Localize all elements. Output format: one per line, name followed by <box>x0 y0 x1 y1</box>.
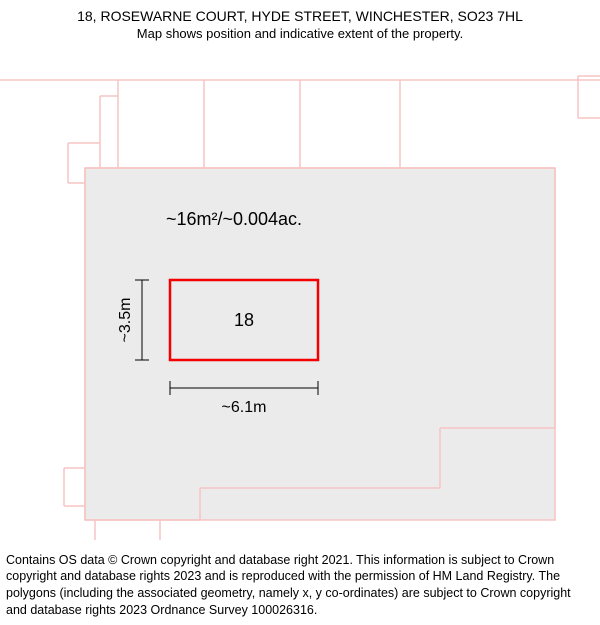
page-title: 18, ROSEWARNE COURT, HYDE STREET, WINCHE… <box>0 8 600 24</box>
parcel-map-svg: 18 ~16m²/~0.004ac. ~6.1m ~3.5m <box>0 48 600 540</box>
height-dimension-label: ~3.5m <box>117 298 134 343</box>
parcel-number-label: 18 <box>234 310 254 330</box>
header: 18, ROSEWARNE COURT, HYDE STREET, WINCHE… <box>0 0 600 41</box>
area-label: ~16m²/~0.004ac. <box>166 209 302 229</box>
map-canvas: 18 ~16m²/~0.004ac. ~6.1m ~3.5m <box>0 48 600 540</box>
width-dimension-label: ~6.1m <box>222 399 267 416</box>
page-subtitle: Map shows position and indicative extent… <box>0 26 600 41</box>
page-root: 18, ROSEWARNE COURT, HYDE STREET, WINCHE… <box>0 0 600 625</box>
copyright-footer: Contains OS data © Crown copyright and d… <box>6 552 594 620</box>
